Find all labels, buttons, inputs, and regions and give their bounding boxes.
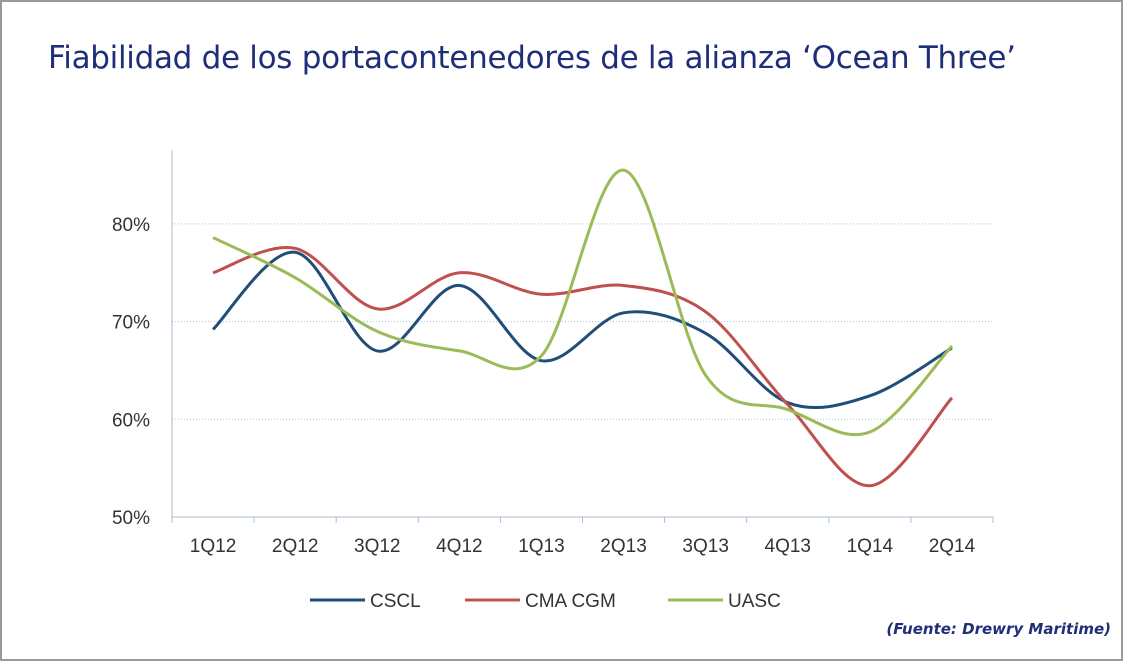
y-tick-label: 50% (112, 508, 150, 529)
y-tick-label: 70% (112, 313, 150, 334)
legend-label: CMA CGM (525, 591, 616, 612)
series-line-cscl (211, 250, 953, 410)
x-tick-label: 2Q14 (929, 536, 976, 557)
x-tick-label: 3Q13 (682, 536, 728, 557)
legend-label: CSCL (370, 591, 421, 612)
legend-label: UASC (728, 591, 781, 612)
series-line-cma-cgm (212, 245, 954, 488)
series-line-uasc (212, 168, 954, 437)
x-tick-label: 1Q12 (190, 536, 236, 557)
y-tick-label: 60% (112, 410, 150, 431)
x-tick-label: 2Q13 (600, 536, 646, 557)
source-note: (Fuente: Drewry Maritime) (886, 620, 1111, 638)
x-tick-label: 4Q13 (765, 536, 811, 557)
x-tick-label: 1Q14 (847, 536, 894, 557)
x-tick-label: 3Q12 (354, 536, 400, 557)
chart-title: Fiabilidad de los portacontenedores de l… (48, 40, 1016, 76)
x-tick-label: 4Q12 (436, 536, 482, 557)
x-tick-label: 1Q13 (518, 536, 564, 557)
y-tick-label: 80% (112, 215, 150, 236)
x-tick-label: 2Q12 (272, 536, 318, 557)
